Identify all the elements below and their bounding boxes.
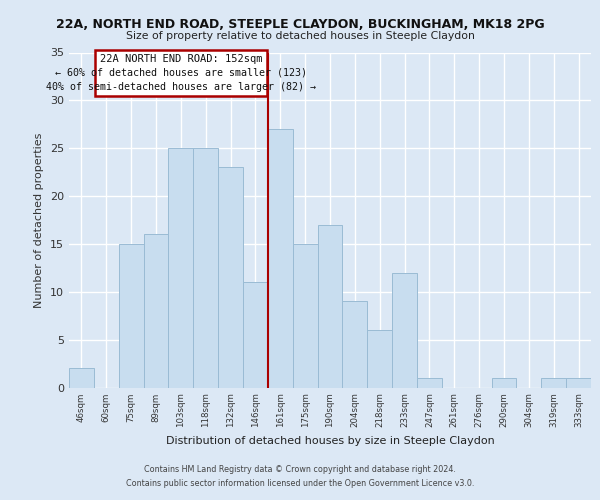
Bar [69, 368, 94, 388]
Bar [193, 148, 218, 388]
Bar [491, 378, 517, 388]
Bar [541, 378, 566, 388]
Bar [317, 225, 343, 388]
Text: Size of property relative to detached houses in Steeple Claydon: Size of property relative to detached ho… [125, 31, 475, 41]
Text: ← 60% of detached houses are smaller (123): ← 60% of detached houses are smaller (12… [55, 68, 307, 78]
X-axis label: Distribution of detached houses by size in Steeple Claydon: Distribution of detached houses by size … [166, 436, 494, 446]
Bar [218, 168, 243, 388]
Bar [367, 330, 392, 388]
Bar [243, 282, 268, 388]
Bar [392, 272, 417, 388]
Bar [293, 244, 317, 388]
Y-axis label: Number of detached properties: Number of detached properties [34, 132, 44, 308]
Bar [566, 378, 591, 388]
Bar [169, 148, 193, 388]
Text: Contains HM Land Registry data © Crown copyright and database right 2024.
Contai: Contains HM Land Registry data © Crown c… [126, 466, 474, 487]
Text: 22A, NORTH END ROAD, STEEPLE CLAYDON, BUCKINGHAM, MK18 2PG: 22A, NORTH END ROAD, STEEPLE CLAYDON, BU… [56, 18, 544, 30]
Bar [95, 50, 266, 96]
Text: 22A NORTH END ROAD: 152sqm: 22A NORTH END ROAD: 152sqm [100, 54, 262, 64]
Bar [343, 302, 367, 388]
Text: 40% of semi-detached houses are larger (82) →: 40% of semi-detached houses are larger (… [46, 82, 316, 92]
Bar [143, 234, 169, 388]
Bar [417, 378, 442, 388]
Bar [119, 244, 143, 388]
Bar [268, 129, 293, 388]
